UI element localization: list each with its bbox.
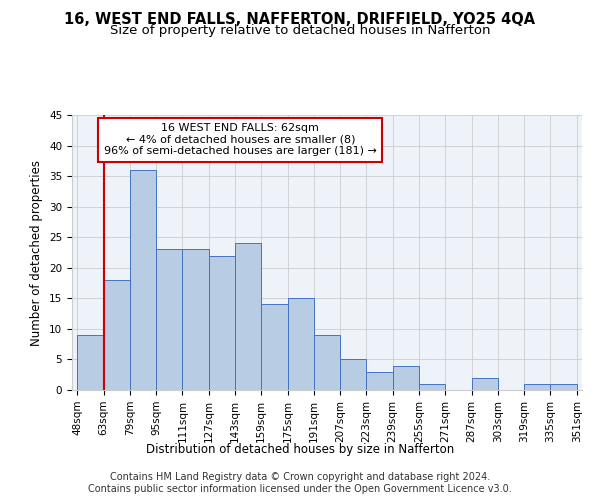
Text: Contains public sector information licensed under the Open Government Licence v3: Contains public sector information licen… [88,484,512,494]
Bar [209,256,235,390]
Bar [104,280,130,390]
Text: Contains HM Land Registry data © Crown copyright and database right 2024.: Contains HM Land Registry data © Crown c… [110,472,490,482]
Bar [340,360,367,390]
Bar [367,372,393,390]
Text: Distribution of detached houses by size in Nafferton: Distribution of detached houses by size … [146,442,454,456]
Bar [235,244,261,390]
Bar [287,298,314,390]
Bar [472,378,498,390]
Y-axis label: Number of detached properties: Number of detached properties [31,160,43,346]
Text: 16 WEST END FALLS: 62sqm
← 4% of detached houses are smaller (8)
96% of semi-det: 16 WEST END FALLS: 62sqm ← 4% of detache… [104,123,377,156]
Bar [393,366,419,390]
Bar [314,335,340,390]
Text: Size of property relative to detached houses in Nafferton: Size of property relative to detached ho… [110,24,490,37]
Bar [156,250,182,390]
Bar [419,384,445,390]
Bar [261,304,287,390]
Bar [182,250,209,390]
Bar [550,384,577,390]
Bar [77,335,104,390]
Bar [130,170,156,390]
Text: 16, WEST END FALLS, NAFFERTON, DRIFFIELD, YO25 4QA: 16, WEST END FALLS, NAFFERTON, DRIFFIELD… [64,12,536,28]
Bar [524,384,550,390]
